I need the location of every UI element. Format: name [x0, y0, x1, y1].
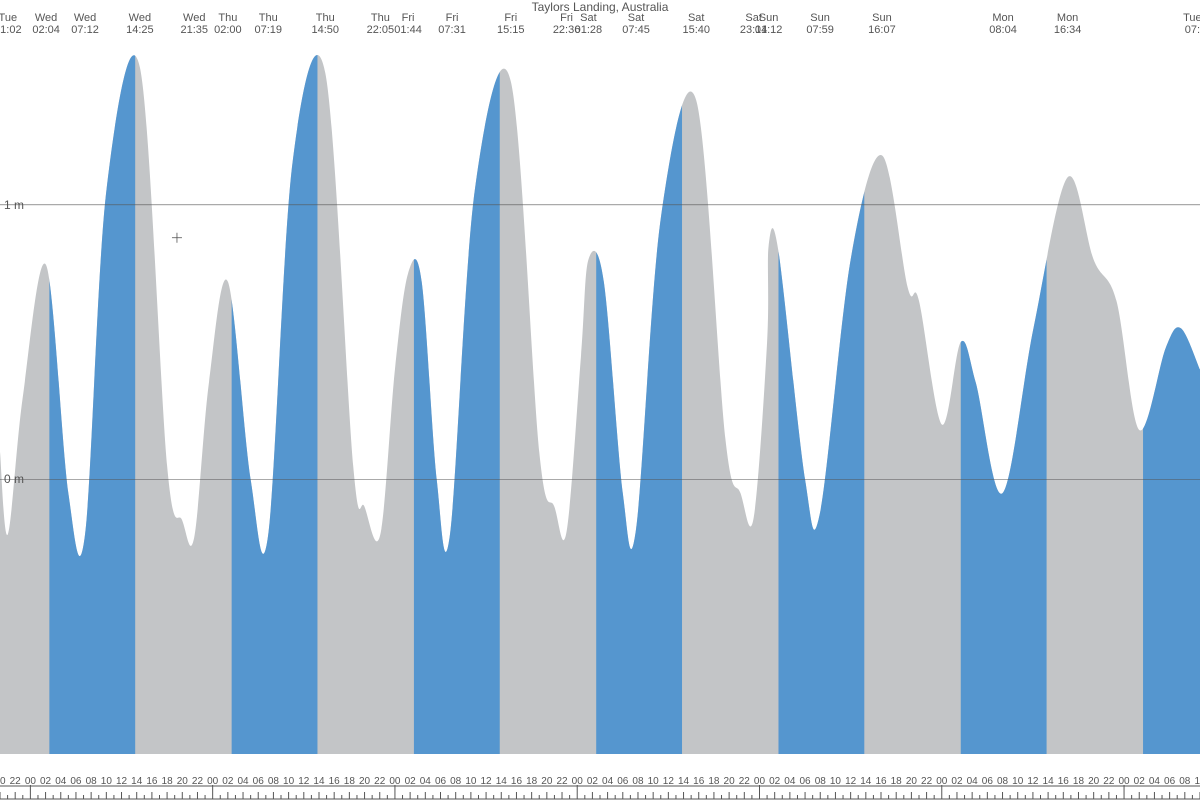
y-grid-label: 1 m: [4, 198, 24, 212]
x-hour-label: 04: [602, 776, 613, 787]
x-hour-label: 06: [253, 776, 264, 787]
x-hour-label: 12: [298, 776, 309, 787]
x-hour-label: 22: [556, 776, 567, 787]
x-hour-label: 08: [268, 776, 279, 787]
x-hour-label: 14: [131, 776, 142, 787]
x-hour-label: 10: [830, 776, 841, 787]
x-hour-label: 02: [405, 776, 416, 787]
x-hour-label: 20: [359, 776, 370, 787]
x-hour-label: 06: [800, 776, 811, 787]
x-hour-label: 14: [496, 776, 507, 787]
x-hour-label: 20: [906, 776, 917, 787]
x-hour-label: 00: [936, 776, 947, 787]
x-hour-label: 10: [1012, 776, 1023, 787]
x-hour-label: 08: [86, 776, 97, 787]
x-hour-label: 16: [693, 776, 704, 787]
x-hour-label: 10: [648, 776, 659, 787]
x-hour-label: 18: [162, 776, 173, 787]
y-grid-label: 0 m: [4, 472, 24, 486]
x-hour-label: 00: [389, 776, 400, 787]
x-hour-label: 10: [283, 776, 294, 787]
x-hour-label: 12: [116, 776, 127, 787]
x-hour-label: 16: [1058, 776, 1069, 787]
x-hour-label: 06: [70, 776, 81, 787]
x-hour-label: 20: [724, 776, 735, 787]
x-hour-label: 22: [374, 776, 385, 787]
x-hour-label: 04: [967, 776, 978, 787]
x-hour-label: 10: [1194, 776, 1200, 787]
x-hour-label: 14: [860, 776, 871, 787]
x-hour-label: 00: [572, 776, 583, 787]
chart-svg: [0, 0, 1200, 800]
tide-chart: Taylors Landing, Australia Tue21:02Wed02…: [0, 0, 1200, 800]
x-hour-label: 06: [435, 776, 446, 787]
x-hour-label: 18: [526, 776, 537, 787]
x-hour-label: 02: [40, 776, 51, 787]
x-hour-label: 08: [450, 776, 461, 787]
x-hour-label: 12: [663, 776, 674, 787]
x-hour-label: 02: [769, 776, 780, 787]
x-hour-label: 18: [708, 776, 719, 787]
x-hour-label: 00: [25, 776, 36, 787]
x-hour-label: 00: [754, 776, 765, 787]
x-hour-label: 20: [0, 776, 6, 787]
x-hour-label: 20: [1088, 776, 1099, 787]
x-hour-label: 20: [541, 776, 552, 787]
x-hour-label: 02: [587, 776, 598, 787]
x-hour-label: 22: [10, 776, 21, 787]
x-hour-label: 02: [222, 776, 233, 787]
x-hour-label: 14: [1043, 776, 1054, 787]
x-hour-label: 08: [997, 776, 1008, 787]
x-hour-label: 06: [982, 776, 993, 787]
x-hour-label: 16: [146, 776, 157, 787]
x-hour-label: 22: [1103, 776, 1114, 787]
x-hour-label: 18: [1073, 776, 1084, 787]
x-hour-label: 06: [1164, 776, 1175, 787]
x-hour-label: 12: [845, 776, 856, 787]
x-hour-label: 04: [55, 776, 66, 787]
x-hour-label: 04: [784, 776, 795, 787]
x-hour-label: 16: [329, 776, 340, 787]
x-hour-label: 04: [1149, 776, 1160, 787]
x-hour-label: 06: [617, 776, 628, 787]
x-hour-label: 08: [815, 776, 826, 787]
x-hour-label: 04: [420, 776, 431, 787]
x-hour-label: 04: [237, 776, 248, 787]
x-hour-label: 10: [465, 776, 476, 787]
x-hour-label: 08: [1179, 776, 1190, 787]
x-hour-label: 22: [192, 776, 203, 787]
x-hour-label: 16: [875, 776, 886, 787]
x-hour-label: 14: [313, 776, 324, 787]
x-hour-label: 00: [207, 776, 218, 787]
x-hour-label: 12: [1027, 776, 1038, 787]
x-hour-label: 00: [1118, 776, 1129, 787]
x-hour-label: 12: [481, 776, 492, 787]
x-hour-label: 22: [921, 776, 932, 787]
x-hour-label: 18: [891, 776, 902, 787]
x-hour-label: 20: [177, 776, 188, 787]
x-hour-label: 08: [632, 776, 643, 787]
x-hour-label: 02: [951, 776, 962, 787]
x-hour-label: 02: [1134, 776, 1145, 787]
x-hour-label: 16: [511, 776, 522, 787]
x-hour-label: 14: [678, 776, 689, 787]
x-hour-label: 10: [101, 776, 112, 787]
x-hour-label: 22: [739, 776, 750, 787]
x-hour-label: 18: [344, 776, 355, 787]
